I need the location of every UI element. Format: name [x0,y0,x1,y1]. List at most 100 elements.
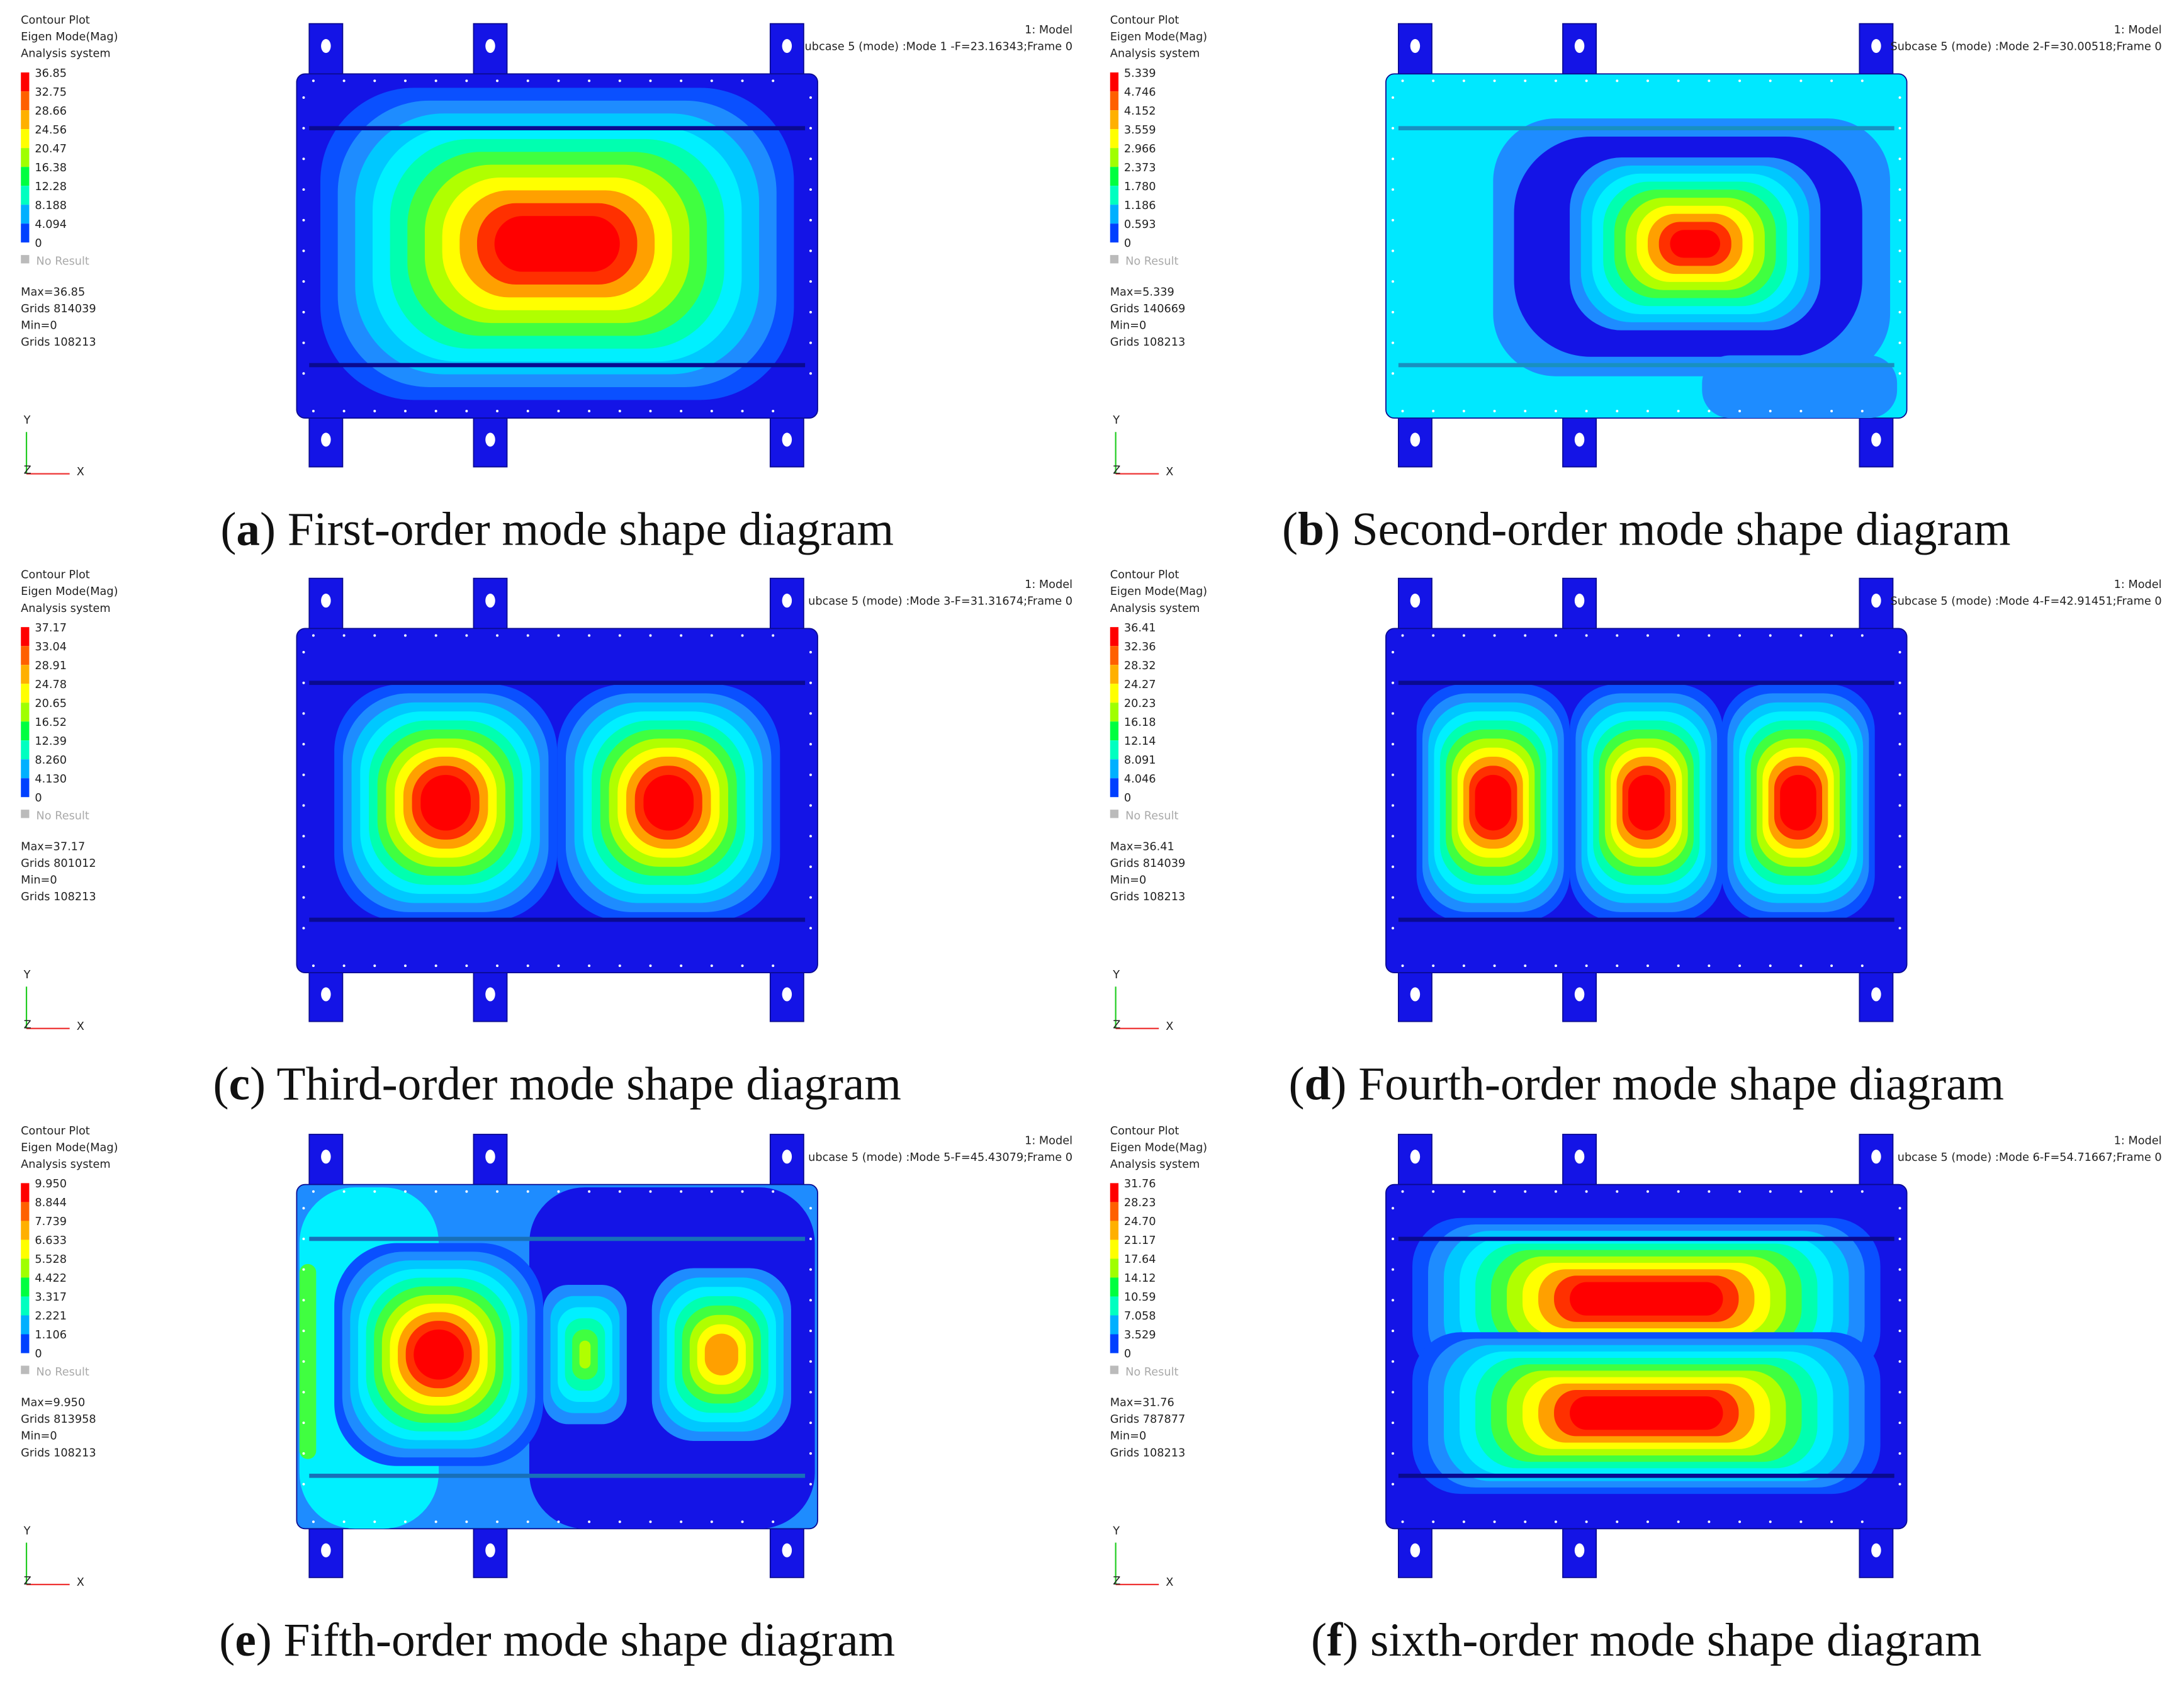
legend-title: Eigen Mode(Mag) [21,585,118,598]
stat: Grids 108213 [21,891,96,903]
bolt [1392,249,1395,252]
bolt [312,410,315,413]
caption-part: ( [219,1614,235,1666]
axis-label: Z [1113,465,1120,477]
stiffener [1398,681,1894,686]
bolt [618,1190,621,1193]
mount-hole [782,1150,792,1164]
stat: Grids 801012 [21,857,96,870]
legend-label: 5.528 [35,1253,67,1266]
legend-label: 8.188 [35,200,67,212]
bolt [1524,634,1527,637]
legend-title: Contour Plot [1110,569,1179,582]
mount-hole [485,594,495,608]
bolt [1432,964,1435,968]
bolt [809,1207,812,1210]
bolt [1708,79,1711,82]
bolt [342,79,346,82]
contour-band [643,774,694,831]
legend-title: Contour Plot [21,14,90,27]
bolt [1677,964,1680,968]
bolt [809,681,812,684]
bolt [1898,157,1901,161]
stiffener [1398,1473,1894,1478]
legend-label: 17.64 [1124,1253,1156,1266]
stat: Grids 814039 [1110,857,1185,870]
legend-swatch [1110,684,1119,703]
mount-hole [782,432,792,447]
stat: Max=5.339 [1110,286,1174,298]
stiffener [309,1473,806,1478]
bolt [809,1483,812,1486]
bolt [1830,964,1833,968]
bolt [1898,865,1901,868]
bolt [434,634,437,637]
bolt [1462,1190,1465,1193]
contour-band [1670,230,1721,258]
bolt [403,1190,407,1193]
mount-hole [321,594,331,608]
bolt [302,372,305,375]
bolt [1677,410,1680,413]
bolt [1898,310,1901,314]
bolt [302,1452,305,1455]
legend-swatch [21,148,30,167]
bolt [1462,1520,1465,1523]
bolt [618,964,621,968]
bolt [465,1520,468,1523]
stiffener [309,1236,806,1241]
no-result: No Result [1125,810,1178,823]
bolt [1860,964,1864,968]
model-label: 1: Model [2114,1134,2162,1147]
bolt [1898,681,1901,684]
bolt [1898,651,1901,654]
bolt [1585,964,1588,968]
bolt [649,410,652,413]
caption-part: e [235,1614,256,1666]
bolt [809,1237,812,1240]
stat: Max=9.950 [21,1397,85,1409]
axis-label: Y [1112,414,1120,427]
mount-hole [782,594,792,608]
legend-swatch [21,91,30,111]
legend-swatch [1110,1183,1119,1202]
bolt [1898,218,1901,222]
bolt [496,1520,499,1523]
legend-label: 3.317 [35,1291,67,1304]
bolt [465,634,468,637]
mount-hole [1410,1150,1421,1164]
bolt [1554,79,1557,82]
bolt [1432,410,1435,413]
axis-label: Y [23,1525,31,1537]
legend-label: 3.559 [1124,124,1156,137]
bolt [618,1520,621,1523]
bolt [710,1520,713,1523]
bolt [526,1190,529,1193]
caption-part: ( [1311,1614,1327,1666]
axis-label: Z [1113,1575,1120,1588]
bolt [1738,634,1742,637]
bolt [302,188,305,191]
legend-label: 33.04 [35,641,67,653]
bolt [1898,96,1901,99]
legend-swatch [21,740,30,760]
bolt [1708,1190,1711,1193]
bolt [1898,1452,1901,1455]
bolt [342,634,346,637]
no-result-swatch [21,810,30,818]
bolt [809,280,812,283]
subcase-label: ubcase 5 (mode) :Mode 5-F=45.43079;Frame… [808,1151,1072,1164]
contour-band [414,1329,464,1380]
legend-title: Analysis system [1110,48,1200,60]
legend-swatch [21,1296,30,1316]
mount-hole [321,432,331,447]
axis-label: X [1166,1020,1173,1033]
legend-swatch [21,778,30,798]
legend-swatch [21,1202,30,1221]
legend-label: 1.106 [35,1329,67,1342]
bolt [302,1299,305,1302]
caption-part: ( [1288,1058,1304,1110]
stat: Grids 787877 [1110,1413,1185,1426]
bolt [1554,1190,1557,1193]
mount-hole [1574,432,1585,447]
